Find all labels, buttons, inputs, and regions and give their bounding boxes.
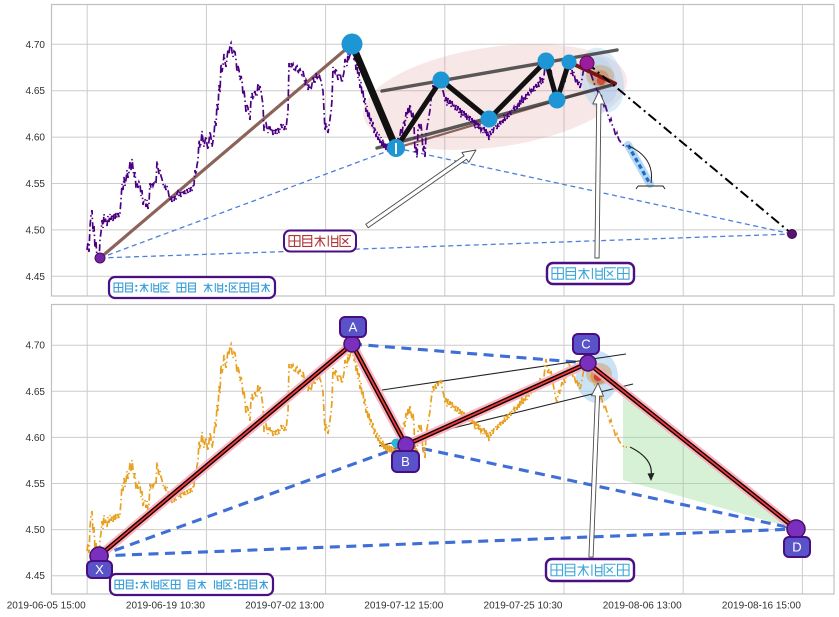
svg-text:4.55: 4.55 <box>26 179 46 190</box>
svg-text:2019-08-16 15:00: 2019-08-16 15:00 <box>722 600 801 612</box>
svg-text:X: X <box>95 562 104 577</box>
svg-text:A: A <box>349 320 358 335</box>
svg-text:4.55: 4.55 <box>26 479 46 490</box>
svg-text:4.50: 4.50 <box>26 225 46 236</box>
svg-text:2019-07-02 13:00: 2019-07-02 13:00 <box>245 600 324 612</box>
svg-text:D: D <box>792 540 801 555</box>
svg-text:2019-06-19 10:30: 2019-06-19 10:30 <box>126 600 205 612</box>
svg-text:4.50: 4.50 <box>26 525 46 536</box>
svg-text:4.65: 4.65 <box>26 387 46 398</box>
svg-text:2019-07-25 10:30: 2019-07-25 10:30 <box>484 600 563 612</box>
svg-text:2019-06-05 15:00: 2019-06-05 15:00 <box>7 600 86 612</box>
svg-text:4.70: 4.70 <box>26 40 46 51</box>
svg-text:4.60: 4.60 <box>26 433 46 444</box>
svg-text:4.65: 4.65 <box>26 86 46 97</box>
svg-text:2019-08-06 13:00: 2019-08-06 13:00 <box>603 600 682 612</box>
svg-text:4.70: 4.70 <box>26 341 46 352</box>
svg-text:4.45: 4.45 <box>26 571 46 582</box>
svg-text:C: C <box>581 337 590 352</box>
svg-text:B: B <box>401 454 410 469</box>
svg-text:2019-07-12 15:00: 2019-07-12 15:00 <box>364 600 443 612</box>
svg-text:4.60: 4.60 <box>26 133 46 144</box>
svg-text:4.45: 4.45 <box>26 272 46 283</box>
